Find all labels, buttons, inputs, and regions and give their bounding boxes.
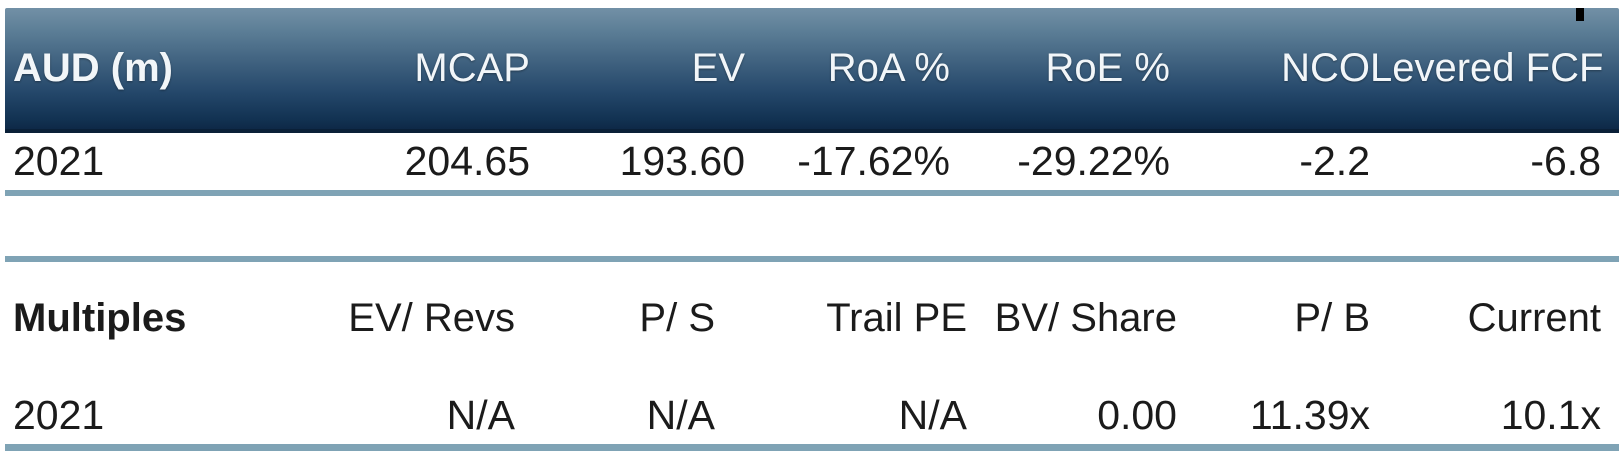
column-header-ev: EV bbox=[691, 46, 745, 90]
column-header-levered-fcf: Levered FCF bbox=[1370, 46, 1604, 90]
cell-levered-fcf: -6.8 bbox=[1530, 138, 1601, 184]
column-header-current: Current bbox=[1467, 295, 1601, 340]
financial-summary-sheet: AUD (m) MCAP EV RoA % RoE % NCO Levered … bbox=[0, 8, 1619, 459]
column-header-bv-share: BV/ Share bbox=[994, 295, 1177, 340]
multiples-data: 2021 N/A N/A N/A 0.00 11.39x 10.1x bbox=[5, 360, 1619, 451]
multiples-header-row: Multiples EV/ Revs P/ S Trail PE BV/ Sha… bbox=[5, 262, 1619, 360]
unit-label: AUD (m) bbox=[13, 46, 173, 90]
table-row-2021: 2021 N/A N/A N/A 0.00 11.39x 10.1x bbox=[5, 360, 1619, 444]
cell-roa: -17.62% bbox=[797, 138, 950, 184]
cell-ps: N/A bbox=[646, 391, 715, 438]
year-cell: 2021 bbox=[13, 391, 105, 438]
column-header-nco: NCO bbox=[1281, 46, 1370, 90]
column-header-roe: RoE % bbox=[1045, 46, 1171, 90]
financials-table: AUD (m) MCAP EV RoA % RoE % NCO Levered … bbox=[5, 8, 1619, 196]
cell-ev: 193.60 bbox=[619, 138, 745, 184]
column-header-ps: P/ S bbox=[639, 295, 715, 340]
column-header-trail-pe: Trail PE bbox=[826, 295, 967, 340]
column-header-roa: RoA % bbox=[827, 46, 950, 90]
multiples-header: Multiples EV/ Revs P/ S Trail PE BV/ Sha… bbox=[5, 256, 1619, 360]
cell-nco: -2.2 bbox=[1299, 138, 1370, 184]
table-row-2021: 2021 204.65 193.60 -17.62% -29.22% -2.2 … bbox=[5, 133, 1619, 190]
financials-data: 2021 204.65 193.60 -17.62% -29.22% -2.2 … bbox=[5, 133, 1619, 196]
table-gap bbox=[0, 196, 1619, 256]
cell-mcap: 204.65 bbox=[404, 138, 530, 184]
column-header-ev-revs: EV/ Revs bbox=[348, 295, 515, 340]
year-cell: 2021 bbox=[13, 138, 105, 184]
financials-header-row: AUD (m) MCAP EV RoA % RoE % NCO Levered … bbox=[5, 8, 1619, 129]
column-header-mcap: MCAP bbox=[414, 46, 530, 90]
multiples-table: Multiples EV/ Revs P/ S Trail PE BV/ Sha… bbox=[5, 256, 1619, 451]
cell-trail-pe: N/A bbox=[898, 391, 967, 438]
financials-header: AUD (m) MCAP EV RoA % RoE % NCO Levered … bbox=[5, 8, 1619, 133]
cell-pb: 11.39x bbox=[1249, 391, 1370, 438]
cell-ev-revs: N/A bbox=[446, 391, 515, 438]
cell-roe: -29.22% bbox=[1017, 138, 1170, 184]
cell-current: 10.1x bbox=[1500, 391, 1601, 438]
crop-artifact-tick bbox=[1576, 8, 1584, 21]
column-header-pb: P/ B bbox=[1294, 295, 1370, 340]
cell-bv-share: 0.00 bbox=[1097, 391, 1177, 438]
section-label: Multiples bbox=[13, 295, 187, 340]
